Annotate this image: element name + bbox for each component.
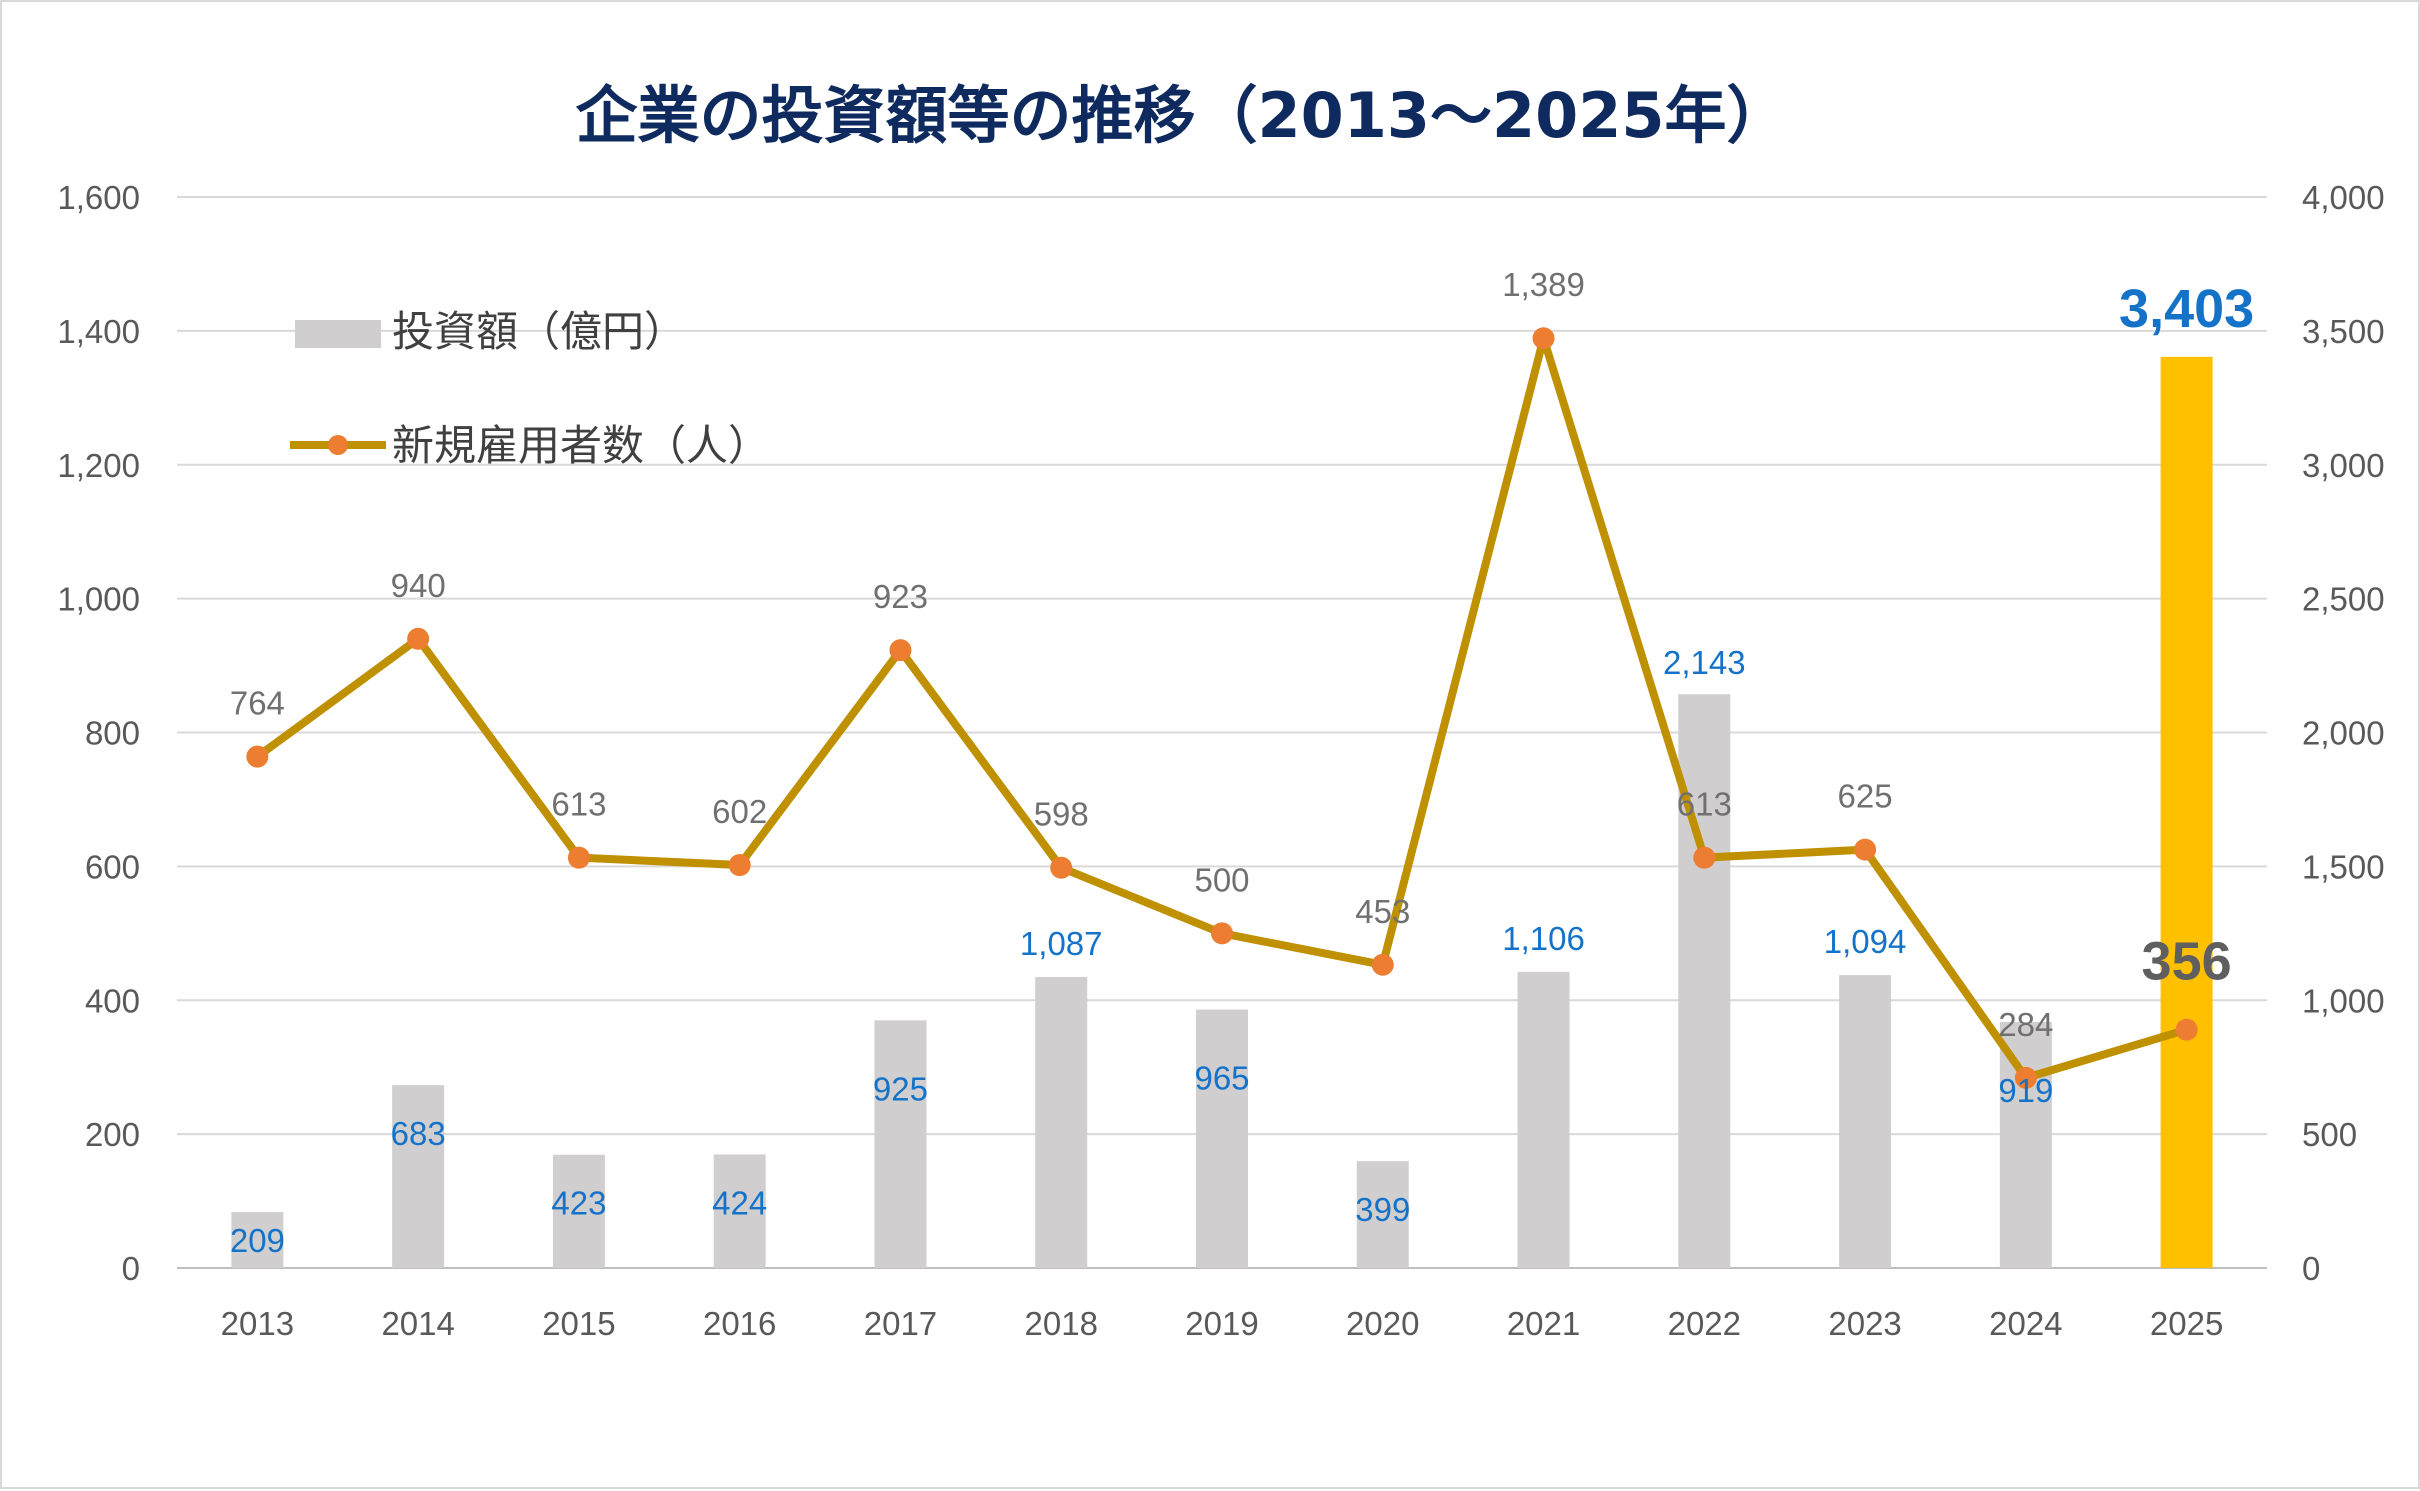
y-left-tick-label: 1,400 [57,313,140,350]
bar-data-label: 424 [712,1184,767,1221]
line-data-label: 602 [712,793,767,830]
y-left-tick-label: 800 [85,715,140,752]
line-data-label: 625 [1838,778,1893,815]
line-point [407,627,430,650]
legend-line-marker [328,435,348,455]
y-right-tick-label: 0 [2302,1250,2320,1287]
x-tick-label: 2021 [1507,1305,1580,1342]
bar [552,1154,605,1268]
x-tick-label: 2024 [1989,1305,2062,1342]
line-point [1854,838,1877,861]
x-tick-label: 2020 [1346,1305,1419,1342]
axes: 0 200 400 600 800 1,000 1,200 1,400 1,600 0 500 1,0… [57,179,2384,1342]
legend-line-label: 新規雇用者数（人） [392,421,770,470]
y-left-tick-label: 400 [85,982,140,1019]
bar [2160,356,2213,1268]
y-left-tick-label: 1,600 [57,179,140,216]
bar [1356,1161,1409,1268]
y-right-tick-label: 1,500 [2302,848,2385,885]
x-tick-label: 2018 [1025,1305,1098,1342]
bar-data-label: 209 [230,1222,285,1259]
line-point [889,639,912,662]
line-data-label: 500 [1194,861,1249,898]
line-data-label: 923 [873,578,928,615]
legend-bar-label: 投資額（億円） [392,307,686,356]
x-tick-label: 2015 [542,1305,615,1342]
line-point [2175,1018,2198,1041]
line-data-label: 764 [230,685,285,722]
bar [713,1154,766,1268]
line-point [1693,846,1716,869]
bar [392,1085,445,1268]
legend: 投資額（億円） 新規雇用者数（人） [290,307,770,470]
y-right-tick-label: 4,000 [2302,179,2385,216]
line-point [1050,856,1073,879]
data-labels: 209 683 423 424 925 1,087 965 399 1,106 2,143 1,09… [230,266,2254,1259]
bar-series [231,356,2213,1268]
gridlines [177,196,2267,1269]
line-point [2014,1066,2037,1089]
y-left-tick-label: 1,000 [57,581,140,618]
y-right-tick-label: 3,500 [2302,313,2385,350]
line-data-label: 1,389 [1502,266,1585,303]
line-data-label: 356 [2142,932,2232,992]
x-tick-label: 2023 [1828,1305,1901,1342]
y-left-tick-label: 600 [85,848,140,885]
line-data-label: 453 [1355,893,1410,930]
x-tick-label: 2016 [703,1305,776,1342]
y-right-tick-label: 2,500 [2302,581,2385,618]
y-right-tick-label: 2,000 [2302,715,2385,752]
bar-data-label: 2,143 [1663,644,1746,681]
line-point [1371,953,1394,976]
x-tick-label: 2019 [1185,1305,1258,1342]
bar [874,1020,927,1268]
line-point [1211,922,1233,945]
bar-data-label: 423 [551,1185,606,1222]
x-tick-label: 2013 [221,1305,294,1342]
bar [231,1212,284,1268]
line-point [246,745,269,768]
y-right-tick-label: 3,000 [2302,447,2385,484]
bar [1517,971,1570,1268]
bar-data-label: 919 [1998,1072,2053,1109]
line-data-label: 940 [391,567,446,604]
bar-data-label: 925 [873,1070,928,1107]
line-point [728,854,751,877]
bar-data-label: 965 [1194,1060,1249,1097]
line-data-label: 598 [1034,796,1089,833]
line-data-label: 613 [551,786,606,823]
bar [1035,976,1088,1268]
line-point [567,846,590,869]
bar [1839,975,1892,1268]
bar [1196,1009,1248,1268]
bar-data-label: 399 [1355,1191,1410,1228]
y-right-tick-label: 1,000 [2302,982,2385,1019]
y-left-tick-label: 0 [122,1250,140,1287]
legend-bar-swatch [295,320,381,348]
line-data-label: 284 [1998,1006,2053,1043]
line-data-label: 613 [1677,786,1732,823]
bar-data-label: 683 [391,1115,446,1152]
bar-data-label: 1,087 [1020,925,1103,962]
y-left-tick-label: 1,200 [57,447,140,484]
line-series [246,327,2198,1089]
bar-data-label: 3,403 [2119,279,2254,339]
x-tick-label: 2022 [1668,1305,1741,1342]
x-tick-label: 2017 [864,1305,937,1342]
bar-data-label: 1,094 [1824,923,1907,960]
chart-title: 企業の投資額等の推移（2013～2025年） [575,79,1788,152]
line-point [1532,327,1555,350]
y-left-tick-label: 200 [85,1116,140,1153]
bar [1678,694,1731,1268]
x-tick-label: 2025 [2150,1305,2223,1342]
y-right-tick-label: 500 [2302,1116,2357,1153]
bar-data-label: 1,106 [1502,920,1585,957]
x-tick-label: 2014 [381,1305,454,1342]
bar [1999,1021,2052,1268]
